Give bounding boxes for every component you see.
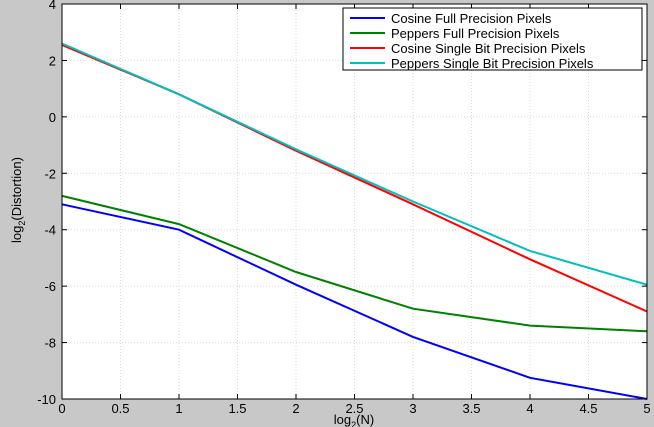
x-tick-label: 1: [175, 401, 182, 416]
x-tick-label: 1.5: [228, 401, 246, 416]
legend-label: Peppers Single Bit Precision Pixels: [391, 56, 594, 71]
x-tick-label: 5: [643, 401, 650, 416]
x-tick-label: 2: [292, 401, 299, 416]
series-line-4: [61, 42, 648, 286]
legend-label: Cosine Single Bit Precision Pixels: [391, 41, 586, 56]
y-tick-label: -2: [44, 166, 56, 181]
y-tick-label: -4: [44, 223, 56, 238]
x-tick-label: 2.5: [345, 401, 363, 416]
series-line-1: [61, 203, 648, 400]
x-tick-label: 4: [526, 401, 533, 416]
ticks: 0 0.5 1 1.5 2 2.5 3 3.5 4 4.5 5 -10 -8 -6 -4 -2 0 2 4: [37, 0, 650, 416]
x-tick-label: 0: [58, 401, 65, 416]
y-tick-label: -10: [37, 392, 56, 407]
series-line-2: [61, 194, 648, 333]
y-tick-label: 2: [49, 53, 56, 68]
legend-box: [342, 7, 643, 71]
y-tick-label: 4: [49, 0, 56, 12]
y-tick-label: -6: [44, 279, 56, 294]
x-tick-label: 0.5: [111, 401, 129, 416]
y-tick-label: 0: [49, 110, 56, 125]
legend-label: Cosine Full Precision Pixels: [391, 11, 552, 26]
x-tick-label: 4.5: [579, 401, 597, 416]
x-tick-label: 3: [409, 401, 416, 416]
x-axis-title: log2(N): [334, 412, 374, 427]
series-lines: [61, 42, 648, 400]
legend-label: Peppers Full Precision Pixels: [391, 26, 560, 41]
y-tick-label: -8: [44, 336, 56, 351]
x-tick-label: 3.5: [462, 401, 480, 416]
y-axis-title: log2(Distortion): [9, 157, 27, 243]
